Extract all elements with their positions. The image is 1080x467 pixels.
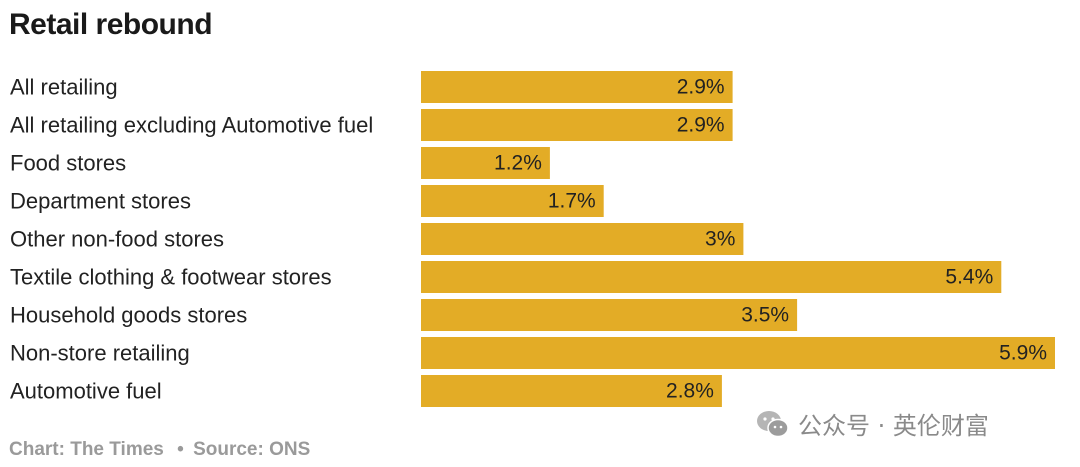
bar: [421, 337, 1055, 369]
bar: [421, 147, 550, 179]
chart-source: Source: ONS: [193, 439, 311, 460]
bar-value-label: 3.5%: [741, 304, 789, 327]
bar-value-label: 5.4%: [945, 266, 993, 289]
bar: [421, 299, 798, 331]
chart-title: Retail rebound: [9, 8, 213, 41]
footer-separator: •: [177, 439, 184, 460]
category-label: Food stores: [10, 151, 126, 176]
bar-value-label: 2.9%: [677, 114, 725, 137]
category-label: All retailing: [10, 75, 118, 100]
bar-value-label: 2.8%: [666, 380, 714, 403]
category-label: Household goods stores: [10, 303, 247, 328]
wechat-logo-icon: [757, 410, 789, 437]
category-label: All retailing excluding Automotive fuel: [10, 113, 373, 138]
bar: [421, 71, 733, 103]
bar-value-label: 5.9%: [999, 342, 1047, 365]
bar: [421, 185, 604, 217]
category-label: Department stores: [10, 189, 191, 214]
chart-credit: Chart: The Times: [9, 439, 164, 460]
watermark-text: 公众号 · 英伦财富: [798, 412, 989, 440]
category-label: Non-store retailing: [10, 341, 190, 366]
chart-footer: Chart: The Times • Source: ONS: [9, 439, 310, 461]
bar: [421, 109, 733, 141]
bar-value-label: 1.7%: [548, 190, 596, 213]
bar-value-label: 3%: [705, 228, 735, 251]
watermark: 公众号 · 英伦财富: [756, 406, 989, 441]
bar-value-label: 1.2%: [494, 152, 542, 175]
category-label: Textile clothing & footwear stores: [10, 265, 332, 290]
category-label: Automotive fuel: [10, 379, 162, 404]
bar: [421, 375, 722, 407]
category-label: Other non-food stores: [10, 227, 224, 252]
bar: [421, 261, 1002, 293]
bar: [421, 223, 744, 255]
bar-value-label: 2.9%: [677, 76, 725, 99]
